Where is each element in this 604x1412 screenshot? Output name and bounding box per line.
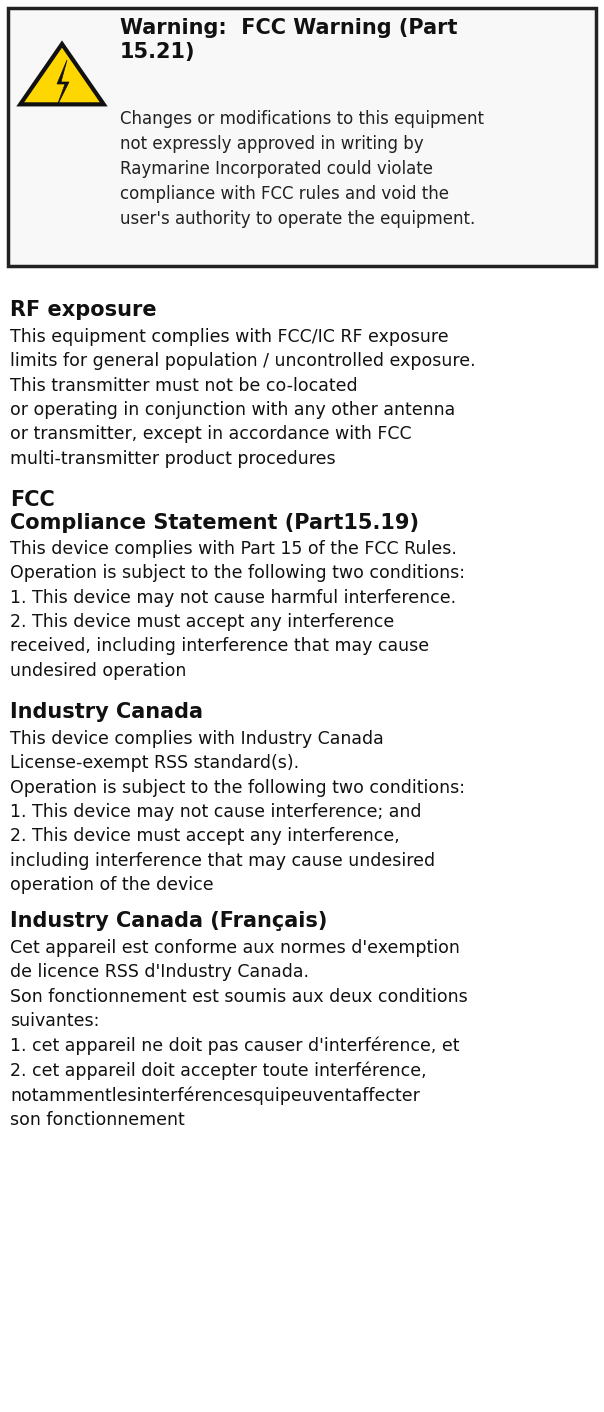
Text: This device complies with Part 15 of the FCC Rules.
Operation is subject to the : This device complies with Part 15 of the… [10, 539, 465, 679]
Text: Warning:  FCC Warning (Part
15.21): Warning: FCC Warning (Part 15.21) [120, 18, 457, 62]
Text: Industry Canada: Industry Canada [10, 702, 203, 722]
Text: Changes or modifications to this equipment
not expressly approved in writing by
: Changes or modifications to this equipme… [120, 110, 484, 227]
Text: Cet appareil est conforme aux normes d'exemption
de licence RSS d'Industry Canad: Cet appareil est conforme aux normes d'e… [10, 939, 467, 1130]
Text: FCC
Compliance Statement (Part15.19): FCC Compliance Statement (Part15.19) [10, 490, 419, 534]
Text: This device complies with Industry Canada
License-exempt RSS standard(s).
Operat: This device complies with Industry Canad… [10, 730, 465, 894]
Polygon shape [21, 44, 104, 104]
Text: This equipment complies with FCC/IC RF exposure
limits for general population / : This equipment complies with FCC/IC RF e… [10, 328, 475, 467]
Text: Industry Canada (Français): Industry Canada (Français) [10, 911, 327, 931]
FancyBboxPatch shape [8, 8, 596, 265]
Polygon shape [57, 59, 69, 106]
Text: RF exposure: RF exposure [10, 299, 156, 321]
